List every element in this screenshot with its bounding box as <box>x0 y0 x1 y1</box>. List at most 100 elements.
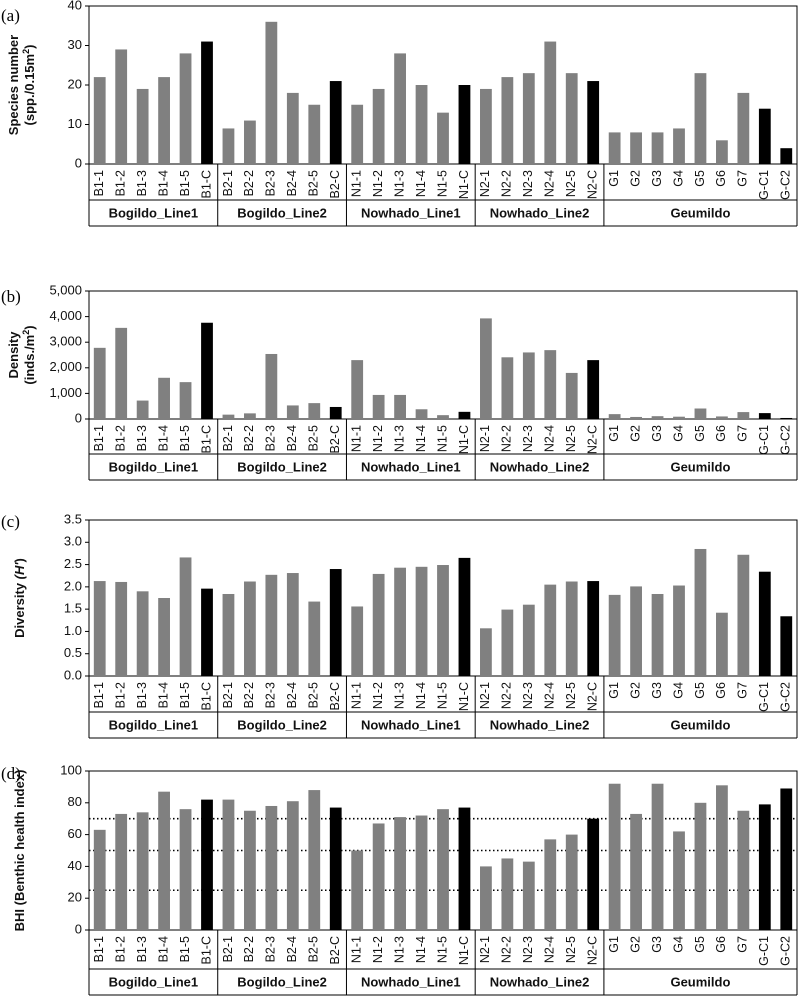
x-tick-label: B1-1 <box>92 682 106 708</box>
x-tick-label: N2-5 <box>564 936 578 963</box>
bar-G5 <box>694 548 707 676</box>
y-tick-label: 60 <box>68 826 82 841</box>
group-label: Nowhado_Line1 <box>361 717 461 732</box>
bar-N1-3 <box>394 53 406 164</box>
bar-G1 <box>608 132 621 164</box>
panel-label: (c) <box>1 512 20 531</box>
x-tick-label: B2-5 <box>307 682 321 708</box>
x-tick-label: N1-5 <box>435 170 449 197</box>
group-label: Bogildo_Line1 <box>109 459 199 474</box>
x-tick-label: G1 <box>607 936 621 953</box>
x-tick-label: G4 <box>671 682 685 699</box>
panel-label: (d) <box>1 764 21 783</box>
y-axis-label: BHI (Benthic health index) <box>12 770 27 932</box>
x-tick-label: G7 <box>736 170 750 187</box>
group-label: Bogildo_Line1 <box>109 974 199 989</box>
x-tick-label: N2-5 <box>564 682 578 709</box>
bar-B1-5 <box>179 809 192 930</box>
y-tick-label: 20 <box>68 76 82 91</box>
group-label: Geumildo <box>670 459 730 474</box>
x-tick-label: N2-2 <box>500 682 514 709</box>
x-tick-label: N1-2 <box>371 682 385 709</box>
group-label: Bogildo_Line2 <box>237 205 327 220</box>
y-tick-label: 3.0 <box>64 534 82 549</box>
x-tick-label: B1-2 <box>113 936 127 962</box>
bar-B2-5 <box>308 403 321 419</box>
bar-N1-2 <box>372 573 385 676</box>
y-tick-label: 20 <box>68 890 82 905</box>
group-label: Nowhado_Line2 <box>490 459 590 474</box>
x-tick-label: G4 <box>671 936 685 953</box>
bar-N2-C <box>587 81 600 164</box>
group-label: Geumildo <box>670 974 730 989</box>
bar-B2-3 <box>265 574 278 676</box>
bar-B2-1 <box>222 128 235 164</box>
x-tick-label: B2-5 <box>307 170 321 196</box>
bar-N2-4 <box>544 41 557 164</box>
x-tick-label: N1-4 <box>414 425 428 452</box>
bar-N1-5 <box>437 112 449 164</box>
x-tick-label: B1-5 <box>178 682 192 708</box>
bar-N2-3 <box>522 861 535 930</box>
bar-B1-4 <box>158 77 170 164</box>
bar-N1-2 <box>372 394 385 419</box>
bar-G5 <box>694 73 707 164</box>
y-tick-label: 3,000 <box>49 334 82 349</box>
bar-B1-C <box>201 322 213 419</box>
x-tick-label: B2-C <box>328 425 342 453</box>
x-tick-label: N2-C <box>585 170 599 199</box>
bar-N1-4 <box>415 85 428 164</box>
group-label: Geumildo <box>670 205 730 220</box>
bar-B1-3 <box>136 591 149 676</box>
x-tick-label: N1-3 <box>392 170 406 197</box>
x-tick-label: N1-C <box>457 170 471 199</box>
bar-G5 <box>694 802 707 930</box>
bar-N2-5 <box>565 372 578 419</box>
x-tick-label: B1-2 <box>113 682 127 708</box>
x-tick-label: B1-C <box>199 170 213 198</box>
bar-B1-5 <box>179 53 192 164</box>
x-tick-label: N2-5 <box>564 170 578 197</box>
x-tick-label: B2-1 <box>221 936 235 962</box>
bar-B2-5 <box>308 104 321 164</box>
y-axis-label-name: Density <box>6 331 21 379</box>
x-tick-label: B2-1 <box>221 170 235 196</box>
bar-B1-C <box>201 41 213 164</box>
bar-N1-4 <box>415 409 428 419</box>
y-tick-label: 0.5 <box>64 645 82 660</box>
x-tick-label: B2-C <box>328 170 342 198</box>
bar-B1-1 <box>93 581 106 676</box>
y-tick-label: 0 <box>75 155 82 170</box>
x-tick-label: N1-4 <box>414 936 428 963</box>
bar-G5 <box>694 408 707 419</box>
x-tick-label: B1-3 <box>135 425 149 451</box>
y-axis-label: Species number(spp./0.15m2) <box>6 35 37 135</box>
bar-G6 <box>716 612 728 676</box>
x-tick-label: G7 <box>736 936 750 953</box>
bar-B2-3 <box>265 353 278 419</box>
bar-N2-3 <box>522 352 535 419</box>
bar-N2-2 <box>501 858 514 930</box>
bar-B2-2 <box>244 120 256 164</box>
x-tick-label: B1-5 <box>178 936 192 962</box>
x-tick-label: B2-2 <box>242 682 256 708</box>
y-axis-label-unit: (spp./0.15m <box>22 54 37 126</box>
bar-N2-1 <box>480 866 492 930</box>
chart-panel-4: (d) 0 20 40 60 80 100 BHI (Benthic health index… <box>1 762 798 996</box>
bar-G-C2 <box>780 616 793 676</box>
x-tick-label: N2-2 <box>500 936 514 963</box>
bar-N1-5 <box>437 415 449 419</box>
x-tick-label: N1-1 <box>349 682 363 709</box>
x-tick-label: N1-C <box>457 682 471 711</box>
bar-B2-3 <box>265 21 278 164</box>
bar-N1-C <box>458 557 471 676</box>
bar-G7 <box>737 92 750 164</box>
bar-B2-4 <box>286 92 299 164</box>
x-tick-label: N2-C <box>585 936 599 965</box>
bar-N1-3 <box>394 567 406 676</box>
bar-B2-4 <box>286 405 299 419</box>
x-tick-label: B2-5 <box>307 936 321 962</box>
y-tick-label: 1.0 <box>64 623 82 638</box>
bar-N2-1 <box>480 318 492 419</box>
